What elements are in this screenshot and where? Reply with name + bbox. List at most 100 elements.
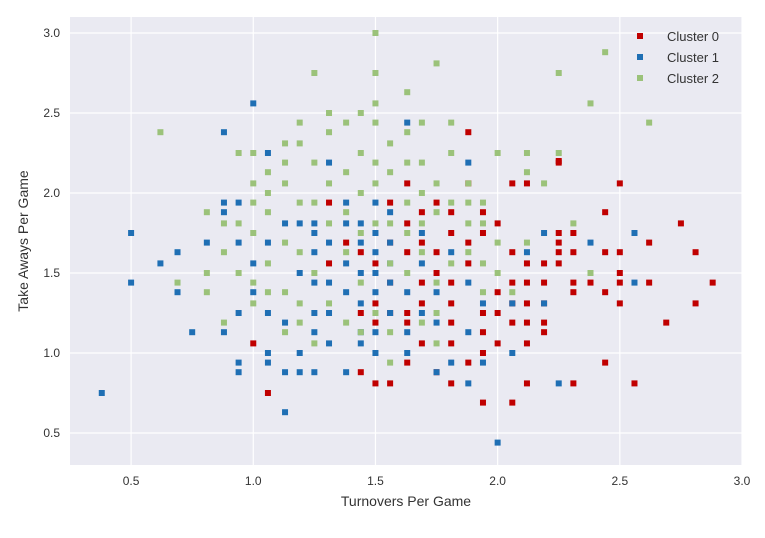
data-point [343, 240, 349, 246]
legend-marker [637, 75, 643, 81]
data-point [448, 209, 454, 215]
data-point [556, 70, 562, 76]
data-point [541, 280, 547, 286]
data-point [157, 260, 163, 266]
data-point [372, 160, 378, 166]
x-tick-label: 2.5 [611, 474, 628, 488]
data-point [693, 249, 699, 255]
data-point [265, 350, 271, 356]
data-point [175, 289, 181, 295]
data-point [372, 270, 378, 276]
data-point [465, 240, 471, 246]
data-point [480, 289, 486, 295]
data-point [236, 240, 242, 246]
data-point [556, 249, 562, 255]
data-point [387, 209, 393, 215]
data-point [404, 270, 410, 276]
data-point [311, 70, 317, 76]
data-point [297, 200, 303, 206]
data-point [282, 320, 288, 326]
data-point [189, 329, 195, 335]
data-point [404, 289, 410, 295]
data-point [372, 320, 378, 326]
y-tick-labels: 0.51.01.52.02.53.0 [43, 26, 60, 440]
data-point [404, 200, 410, 206]
data-point [541, 180, 547, 186]
data-point [419, 300, 425, 306]
data-point [265, 310, 271, 316]
data-point [434, 369, 440, 375]
data-point [434, 180, 440, 186]
data-point [541, 300, 547, 306]
data-point [617, 280, 623, 286]
data-point [404, 129, 410, 135]
data-point [448, 150, 454, 156]
data-point [387, 200, 393, 206]
data-point [524, 340, 530, 346]
data-point [265, 190, 271, 196]
data-point [358, 329, 364, 335]
data-point [297, 369, 303, 375]
data-point [282, 289, 288, 295]
data-point [204, 209, 210, 215]
data-point [358, 280, 364, 286]
data-point [265, 260, 271, 266]
data-point [372, 70, 378, 76]
data-point [99, 390, 105, 396]
y-tick-label: 1.0 [43, 346, 60, 360]
data-point [358, 249, 364, 255]
data-point [419, 340, 425, 346]
data-point [372, 30, 378, 36]
data-point [631, 280, 637, 286]
data-point [358, 150, 364, 156]
data-point [570, 249, 576, 255]
data-point [326, 160, 332, 166]
data-point [265, 390, 271, 396]
data-point [495, 240, 501, 246]
data-point [221, 209, 227, 215]
data-point [404, 180, 410, 186]
y-tick-label: 1.5 [43, 266, 60, 280]
data-point [556, 260, 562, 266]
data-point [204, 240, 210, 246]
data-point [448, 260, 454, 266]
data-point [524, 180, 530, 186]
data-point [236, 220, 242, 226]
data-point [372, 120, 378, 126]
data-point [587, 100, 593, 106]
data-point [297, 270, 303, 276]
data-point [282, 409, 288, 415]
data-point [387, 360, 393, 366]
data-point [372, 289, 378, 295]
data-point [509, 289, 515, 295]
data-point [434, 270, 440, 276]
data-point [419, 280, 425, 286]
data-point [236, 270, 242, 276]
data-point [265, 289, 271, 295]
data-point [541, 320, 547, 326]
data-point [480, 350, 486, 356]
data-point [587, 240, 593, 246]
data-point [358, 300, 364, 306]
data-point [448, 300, 454, 306]
data-point [250, 150, 256, 156]
data-point [404, 310, 410, 316]
data-point [480, 220, 486, 226]
x-axis-label: Turnovers Per Game [341, 493, 471, 509]
data-point [419, 209, 425, 215]
data-point [250, 340, 256, 346]
data-point [128, 230, 134, 236]
data-point [297, 120, 303, 126]
data-point [404, 230, 410, 236]
data-point [404, 350, 410, 356]
data-point [265, 360, 271, 366]
data-point [541, 329, 547, 335]
data-point [434, 320, 440, 326]
data-point [326, 240, 332, 246]
data-point [419, 120, 425, 126]
data-point [311, 160, 317, 166]
data-point [236, 200, 242, 206]
x-tick-labels: 0.5 1.0 1.5 2.0 2.5 3.0 [123, 474, 751, 488]
data-point [250, 180, 256, 186]
data-point [265, 169, 271, 175]
